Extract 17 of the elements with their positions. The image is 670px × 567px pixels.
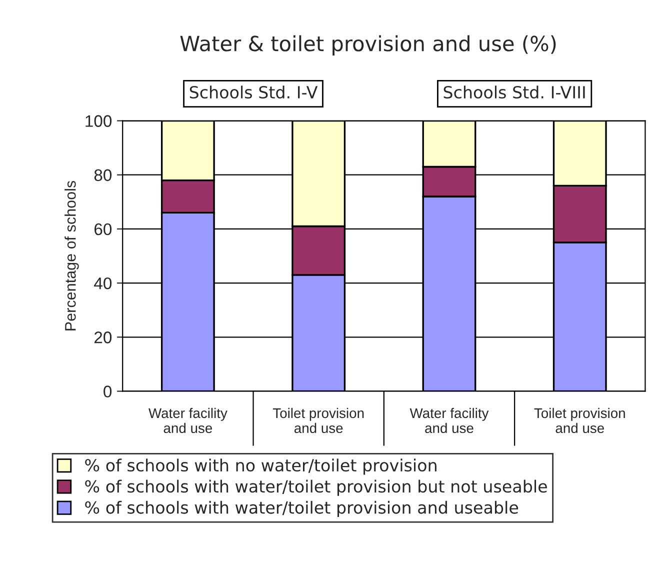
- text: Schools Std. I-V: [190, 86, 318, 99]
- y-tick-label: 100: [86, 115, 112, 127]
- legend-label: % of schools with water/toilet provision but not useable: [85, 480, 547, 496]
- y-tick-label: 0: [104, 386, 112, 398]
- legend-label: % of schools with water/toilet provision and useable: [85, 500, 518, 518]
- chart-title: Water & toilet provision and use (%): [180, 35, 556, 56]
- x-tick-label: Water facility and use: [410, 408, 489, 434]
- y-tick-label: 80: [94, 169, 112, 182]
- x-tick-label: Water facility and use: [148, 408, 228, 434]
- y-axis-title: Percentage of schools: [64, 180, 79, 330]
- x-tick-label: Toilet provision and use: [272, 408, 364, 434]
- y-tick-label: 20: [94, 332, 112, 344]
- legend-label: % of schools with no water/toilet provision: [85, 458, 436, 475]
- y-tick-label: 40: [94, 277, 112, 290]
- y-tick-label: 60: [94, 223, 112, 236]
- text: Schools Std. I-VIII: [444, 86, 585, 99]
- x-tick-label: Toilet provision and use: [534, 408, 625, 434]
